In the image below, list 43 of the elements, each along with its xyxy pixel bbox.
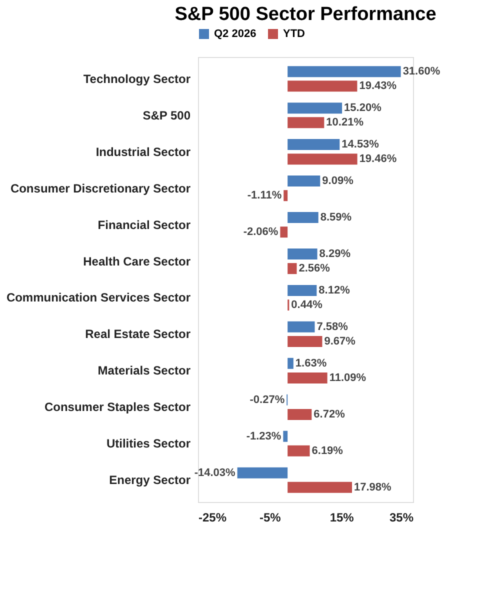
data-label: 19.46%	[359, 153, 397, 166]
x-tick-label: 15%	[330, 510, 354, 524]
data-label: 2.56%	[298, 262, 330, 275]
data-label: 31.60%	[402, 66, 440, 78]
y-tick-label: Consumer Staples Sector	[44, 400, 191, 414]
y-tick-label: Industrial Sector	[96, 144, 191, 159]
y-tick-label: Utilities Sector	[106, 436, 191, 451]
y-tick-label: Materials Sector	[98, 364, 191, 378]
y-tick-label: S&P 500	[142, 108, 191, 122]
y-tick-label: Communication Services Sector	[6, 290, 191, 305]
y-tick-label: Consumer Discretionary Sector	[10, 181, 191, 196]
data-label: 1.63%	[295, 357, 327, 370]
data-label: 14.53%	[342, 138, 380, 151]
data-label: -2.06%	[243, 226, 278, 238]
data-label: 9.67%	[324, 336, 356, 348]
data-label: 15.20%	[344, 102, 382, 114]
data-label: 8.59%	[320, 211, 352, 224]
y-tick-label: Financial Sector	[98, 218, 191, 232]
x-tick-label: 35%	[389, 510, 414, 524]
data-label: 11.09%	[329, 372, 366, 384]
data-label: 7.58%	[316, 320, 348, 333]
data-label: 6.19%	[312, 444, 344, 457]
data-label: 8.12%	[318, 284, 350, 296]
y-tick-label: Technology Sector	[83, 72, 191, 86]
x-tick-label: -5%	[259, 510, 282, 524]
x-tick-label: -25%	[198, 510, 227, 524]
data-label: 9.09%	[322, 175, 354, 188]
data-label: 6.72%	[314, 408, 346, 420]
data-label: -1.11%	[247, 190, 282, 202]
data-label: 0.44%	[291, 299, 323, 312]
y-tick-label: Health Care Sector	[83, 254, 191, 268]
legend-label: Q2 2026	[214, 28, 256, 40]
data-label: 10.21%	[326, 116, 364, 129]
data-label: -1.23%	[246, 430, 282, 442]
data-label: 17.98%	[354, 481, 392, 494]
data-label: 8.29%	[319, 248, 351, 260]
y-tick-label: Energy Sector	[109, 473, 191, 488]
legend-label: YTD	[283, 28, 306, 40]
y-tick-label: Real Estate Sector	[85, 327, 191, 342]
data-label: -0.27%	[250, 394, 285, 406]
data-label: 19.43%	[359, 80, 397, 92]
data-label: -14.03%	[194, 466, 236, 479]
chart-title: S&P 500 Sector Performance	[174, 4, 436, 25]
